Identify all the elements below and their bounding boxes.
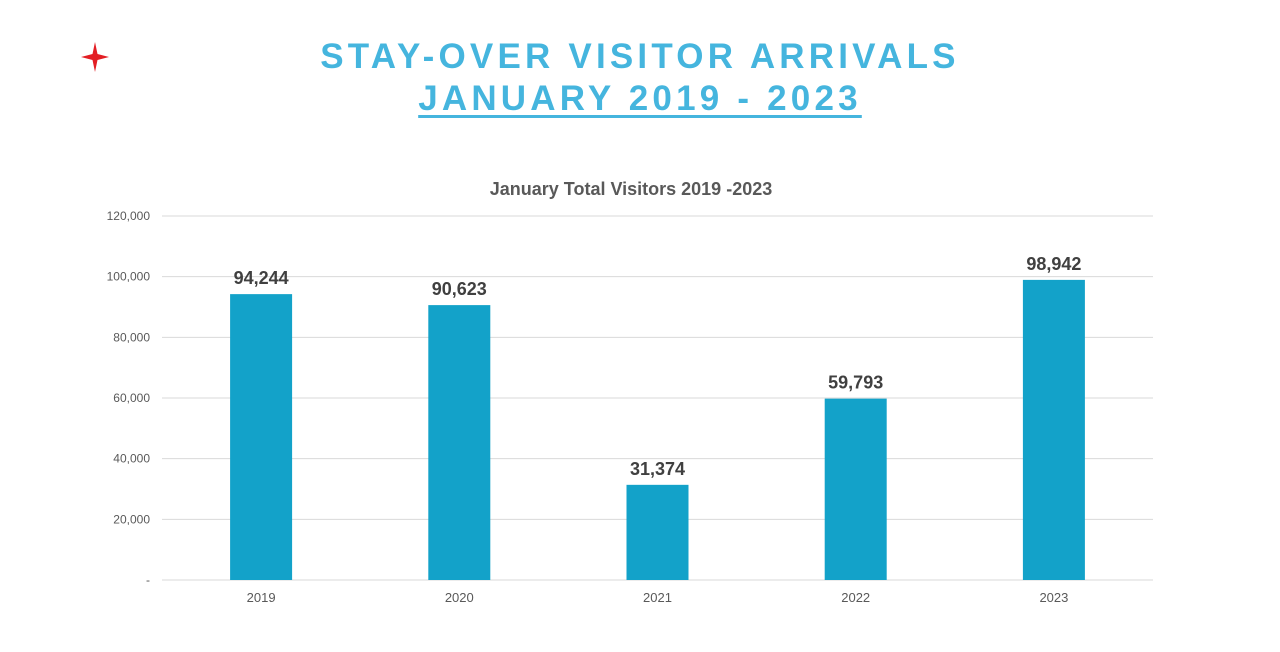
x-axis-categories: 2019 2020 2021 2022 2023 (247, 590, 1069, 605)
slide-title-line1: STAY-OVER VISITOR ARRIVALS (320, 37, 960, 76)
bar-2022 (824, 398, 887, 580)
slide-title-line2: JANUARY 2019 - 2023 (418, 79, 862, 118)
x-category-label: 2021 (643, 590, 672, 605)
slide-title: STAY-OVER VISITOR ARRIVALS JANUARY 2019 … (0, 36, 1280, 120)
chart-title: January Total Visitors 2019 -2023 (490, 179, 772, 199)
data-label-2021: 31,374 (630, 459, 685, 479)
y-tick-label: 80,000 (113, 330, 150, 344)
data-label-2019: 94,244 (234, 268, 289, 288)
y-tick-label: 60,000 (113, 391, 150, 405)
data-label-2022: 59,793 (828, 373, 883, 393)
bar-2023 (1022, 279, 1085, 580)
bar-2021 (626, 484, 689, 580)
y-tick-label: 120,000 (107, 209, 151, 223)
bar-2019 (230, 294, 293, 580)
star-logo-icon (81, 42, 109, 72)
x-category-label: 2020 (445, 590, 474, 605)
gridlines (162, 215, 1153, 581)
bars (230, 279, 1085, 580)
x-category-label: 2022 (841, 590, 870, 605)
x-category-label: 2019 (247, 590, 276, 605)
y-axis-ticks: - 20,000 40,000 60,000 80,000 100,000 120,000 (107, 209, 151, 587)
data-labels: 94,244 90,623 31,374 59,793 98,942 (234, 254, 1082, 479)
y-tick-label: 100,000 (107, 270, 151, 284)
bar-2020 (428, 305, 491, 580)
y-tick-label: - (146, 573, 150, 587)
data-label-2023: 98,942 (1026, 254, 1081, 274)
y-tick-label: 40,000 (113, 452, 150, 466)
x-category-label: 2023 (1039, 590, 1068, 605)
y-tick-label: 20,000 (113, 512, 150, 526)
data-label-2020: 90,623 (432, 279, 487, 299)
